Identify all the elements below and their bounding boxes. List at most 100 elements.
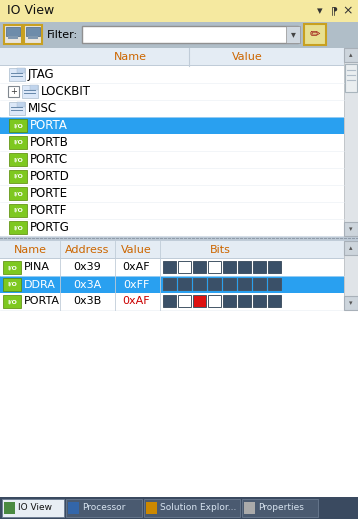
Text: PORTF: PORTF (30, 204, 67, 217)
Text: Name: Name (14, 245, 47, 255)
Bar (0, 22, 358, 48)
Bar (9, 170, 27, 183)
Text: Value: Value (121, 245, 151, 255)
Text: ✏: ✏ (310, 29, 320, 42)
Bar (8, 36, 18, 39)
Text: ▴: ▴ (349, 245, 353, 251)
Bar (0, 276, 344, 293)
Text: PORTD: PORTD (30, 170, 70, 183)
Text: 0x3A: 0x3A (73, 280, 101, 290)
Text: PORTA: PORTA (30, 119, 68, 132)
Bar (178, 278, 191, 290)
Bar (9, 153, 27, 166)
Bar (268, 278, 281, 290)
Bar (146, 502, 157, 514)
Bar (0, 151, 344, 168)
Text: Address: Address (65, 245, 109, 255)
Bar (0, 0, 358, 22)
Bar (238, 295, 251, 307)
Bar (22, 85, 38, 98)
Bar (30, 85, 38, 90)
Bar (0, 117, 344, 134)
Bar (0, 48, 344, 236)
Bar (345, 64, 357, 92)
Bar (26, 27, 40, 36)
Text: Properties: Properties (258, 503, 304, 512)
Bar (344, 48, 358, 62)
Bar (344, 48, 358, 236)
Bar (144, 499, 240, 517)
Text: 0xAF: 0xAF (122, 296, 150, 307)
Bar (9, 187, 27, 200)
Text: Value: Value (232, 52, 263, 62)
Bar (0, 310, 358, 497)
Bar (0, 66, 344, 83)
Bar (223, 295, 236, 307)
Bar (268, 295, 281, 307)
Text: ▾: ▾ (291, 29, 295, 39)
Text: I/O: I/O (13, 225, 23, 230)
Bar (238, 278, 251, 290)
Text: PINA: PINA (24, 263, 50, 272)
Text: I/O: I/O (7, 299, 17, 304)
Bar (0, 185, 344, 202)
Text: Filter:: Filter: (47, 30, 78, 40)
Bar (17, 68, 25, 73)
Bar (208, 295, 221, 307)
Text: I/O: I/O (13, 140, 23, 145)
Bar (0, 100, 344, 117)
Bar (9, 102, 25, 115)
Bar (286, 26, 300, 43)
Bar (68, 502, 79, 514)
Text: MISC: MISC (28, 102, 57, 115)
Text: I/O: I/O (13, 157, 23, 162)
Text: LOCKBIT: LOCKBIT (41, 85, 91, 98)
Text: I/O: I/O (13, 208, 23, 213)
Bar (82, 26, 298, 43)
Text: ▴: ▴ (349, 52, 353, 58)
Bar (24, 25, 42, 44)
Bar (9, 204, 27, 217)
Text: 0xFF: 0xFF (123, 280, 149, 290)
Bar (193, 278, 206, 290)
Bar (0, 259, 344, 276)
Text: Bits: Bits (209, 245, 231, 255)
Bar (9, 221, 27, 234)
Bar (0, 134, 344, 151)
Text: PORTA: PORTA (24, 296, 60, 307)
Bar (4, 25, 22, 44)
Text: Solution Explor...: Solution Explor... (160, 503, 236, 512)
Bar (193, 295, 206, 307)
Text: PORTG: PORTG (30, 221, 70, 234)
Text: Processor: Processor (82, 503, 125, 512)
Text: PORTC: PORTC (30, 153, 68, 166)
Text: PORTB: PORTB (30, 136, 69, 149)
Text: Name: Name (114, 52, 147, 62)
Text: I/O: I/O (13, 123, 23, 128)
Bar (344, 296, 358, 310)
Text: 0xAF: 0xAF (122, 263, 150, 272)
Bar (253, 278, 266, 290)
Text: IO View: IO View (18, 503, 52, 512)
Bar (3, 295, 21, 308)
Bar (3, 278, 21, 291)
Bar (0, 83, 344, 100)
Bar (0, 202, 344, 219)
Text: 0x39: 0x39 (73, 263, 101, 272)
Bar (344, 48, 358, 236)
Bar (223, 278, 236, 290)
Text: ×: × (343, 5, 353, 18)
Bar (304, 24, 326, 45)
Bar (163, 278, 176, 290)
Bar (0, 48, 344, 66)
Text: JTAG: JTAG (28, 68, 55, 81)
Bar (4, 502, 15, 514)
Text: I/O: I/O (7, 282, 17, 287)
Text: +: + (10, 87, 17, 96)
Bar (28, 36, 38, 39)
Bar (244, 502, 255, 514)
Bar (66, 499, 142, 517)
Bar (0, 219, 344, 236)
Text: ▾: ▾ (349, 300, 353, 306)
Bar (208, 261, 221, 273)
